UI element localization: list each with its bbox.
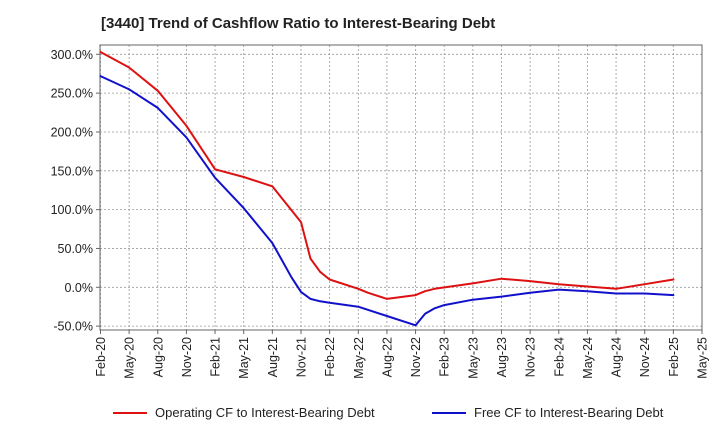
x-tick-label: Feb-25	[667, 337, 681, 377]
x-tick-label: Feb-23	[438, 337, 452, 377]
x-tick-label: Nov-24	[638, 337, 652, 377]
x-tick-label: Nov-23	[524, 337, 538, 377]
x-tick-label: Aug-24	[610, 337, 624, 377]
x-axis-ticks: Feb-20 May-20 Aug-20 Nov-20 Feb-21 May-21 Aug-…	[94, 330, 710, 379]
x-tick-label: May-21	[237, 337, 251, 379]
x-tick-label: Nov-22	[409, 337, 423, 377]
legend-label-operating-cf: Operating CF to Interest-Bearing Debt	[155, 405, 375, 420]
x-tick-label: Aug-22	[380, 337, 394, 377]
x-tick-label: Feb-21	[209, 337, 223, 377]
legend-swatch-free-cf	[432, 411, 466, 414]
y-tick-label: -50.0%	[53, 320, 93, 334]
legend: Operating CF to Interest-Bearing Debt Fr…	[0, 405, 720, 425]
legend-item-operating-cf: Operating CF to Interest-Bearing Debt	[113, 405, 375, 420]
x-tick-label: May-20	[123, 337, 137, 379]
x-tick-label: Feb-24	[552, 337, 566, 377]
legend-swatch-operating-cf	[113, 411, 147, 414]
y-tick-label: 100.0%	[51, 203, 93, 217]
series-line-0	[99, 51, 675, 300]
series-lines	[99, 51, 675, 327]
x-tick-label: Feb-22	[323, 337, 337, 377]
x-tick-label: May-23	[466, 337, 480, 379]
x-tick-label: May-25	[696, 337, 710, 379]
x-tick-label: May-24	[581, 337, 595, 379]
grid-lines	[100, 45, 703, 330]
legend-item-free-cf: Free CF to Interest-Bearing Debt	[432, 405, 663, 420]
series-line-1	[99, 75, 675, 327]
x-tick-label: Nov-20	[180, 337, 194, 377]
y-tick-label: 250.0%	[51, 87, 93, 101]
legend-label-free-cf: Free CF to Interest-Bearing Debt	[474, 405, 664, 420]
y-axis-ticks: 300.0% 250.0% 200.0% 150.0% 100.0% 50.0% 0.0% -…	[51, 48, 100, 334]
x-tick-label: Nov-21	[294, 337, 308, 377]
plot-frame	[99, 44, 703, 331]
y-tick-label: 300.0%	[51, 48, 93, 62]
x-tick-label: Feb-20	[94, 337, 108, 377]
x-tick-label: Aug-23	[495, 337, 509, 377]
x-tick-label: May-22	[352, 337, 366, 379]
y-tick-label: 0.0%	[65, 281, 94, 295]
y-tick-label: 150.0%	[51, 164, 93, 178]
y-tick-label: 200.0%	[51, 125, 93, 139]
x-tick-label: Aug-20	[151, 337, 165, 377]
x-tick-label: Aug-21	[266, 337, 280, 377]
chart-title: [3440] Trend of Cashflow Ratio to Intere…	[101, 15, 496, 32]
y-tick-label: 50.0%	[58, 242, 93, 256]
